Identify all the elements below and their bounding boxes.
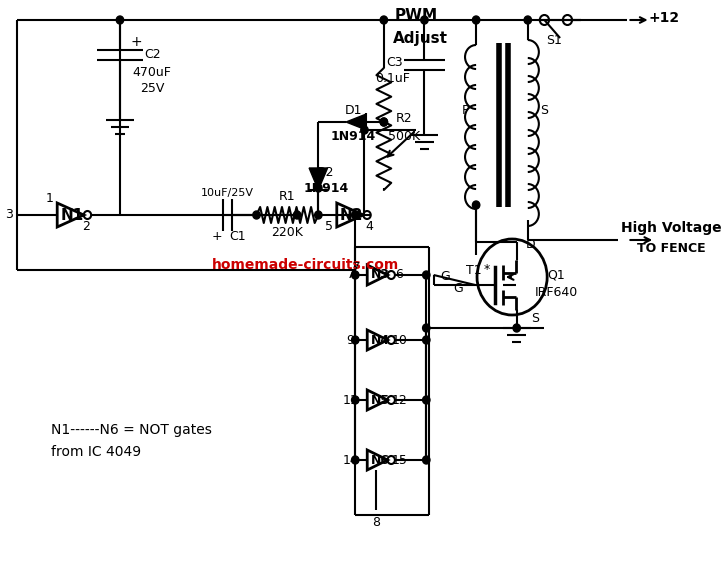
Polygon shape xyxy=(346,114,366,130)
Circle shape xyxy=(380,118,387,126)
Circle shape xyxy=(352,336,359,344)
Text: 7: 7 xyxy=(347,269,355,282)
Text: 12: 12 xyxy=(392,393,407,406)
Text: C2: C2 xyxy=(144,48,161,61)
Text: S: S xyxy=(541,103,549,116)
Text: T1: T1 xyxy=(466,264,482,277)
Text: 5: 5 xyxy=(325,220,333,233)
Text: 8: 8 xyxy=(373,515,381,528)
Text: S: S xyxy=(531,311,539,324)
Text: N1------N6 = NOT gates: N1------N6 = NOT gates xyxy=(50,423,212,437)
Circle shape xyxy=(352,271,359,279)
Circle shape xyxy=(472,16,479,24)
Text: from IC 4049: from IC 4049 xyxy=(50,445,141,459)
Circle shape xyxy=(524,16,531,24)
Text: Adjust: Adjust xyxy=(393,30,448,46)
Text: Q1: Q1 xyxy=(547,269,565,282)
Text: N4: N4 xyxy=(371,333,390,347)
Circle shape xyxy=(352,211,359,219)
Circle shape xyxy=(352,456,359,464)
Circle shape xyxy=(352,396,359,404)
Text: 2: 2 xyxy=(83,220,91,233)
Text: 4: 4 xyxy=(365,220,373,233)
Text: N3: N3 xyxy=(371,269,389,282)
Text: +12: +12 xyxy=(649,11,680,25)
Circle shape xyxy=(423,396,430,404)
Text: *: * xyxy=(484,264,490,277)
Circle shape xyxy=(293,211,301,219)
Text: N6: N6 xyxy=(371,454,389,466)
Text: P: P xyxy=(461,103,469,116)
Text: D2: D2 xyxy=(317,166,335,179)
Text: 6: 6 xyxy=(396,269,404,282)
Text: 3: 3 xyxy=(5,209,13,221)
Text: R1: R1 xyxy=(278,191,296,203)
Text: +: + xyxy=(131,35,142,49)
Text: 1N914: 1N914 xyxy=(331,129,376,143)
Text: 14: 14 xyxy=(342,454,358,466)
Text: D: D xyxy=(526,238,536,252)
Text: 500K: 500K xyxy=(388,129,420,143)
Circle shape xyxy=(360,126,368,134)
Circle shape xyxy=(472,201,479,209)
Text: IRF640: IRF640 xyxy=(535,287,578,300)
Text: PWM: PWM xyxy=(394,7,438,22)
Text: 15: 15 xyxy=(392,454,407,466)
Circle shape xyxy=(423,324,430,332)
Text: R2: R2 xyxy=(396,111,412,125)
Text: TO FENCE: TO FENCE xyxy=(637,242,706,255)
Text: 0.1uF: 0.1uF xyxy=(375,71,410,84)
Circle shape xyxy=(380,118,387,126)
Text: C1: C1 xyxy=(229,230,245,243)
Text: 220K: 220K xyxy=(271,226,303,239)
Text: 10uF/25V: 10uF/25V xyxy=(200,188,254,198)
Text: 1: 1 xyxy=(46,193,54,206)
Text: 11: 11 xyxy=(342,393,358,406)
Circle shape xyxy=(116,16,123,24)
Text: C3: C3 xyxy=(386,56,403,69)
Circle shape xyxy=(421,16,428,24)
Circle shape xyxy=(380,16,387,24)
Text: 1N914: 1N914 xyxy=(303,182,348,194)
Text: N2: N2 xyxy=(340,207,363,223)
Text: homemade-circuits.com: homemade-circuits.com xyxy=(212,258,399,272)
Text: High Voltage: High Voltage xyxy=(622,221,721,235)
Text: S1: S1 xyxy=(546,34,562,47)
Text: G: G xyxy=(454,282,464,294)
Circle shape xyxy=(314,184,322,192)
Text: 9: 9 xyxy=(347,333,355,347)
Text: 470uF: 470uF xyxy=(133,66,172,79)
Text: 25V: 25V xyxy=(140,81,164,94)
Text: 7: 7 xyxy=(352,262,359,272)
Circle shape xyxy=(423,456,430,464)
Circle shape xyxy=(314,211,322,219)
Circle shape xyxy=(423,336,430,344)
Circle shape xyxy=(513,324,521,332)
Polygon shape xyxy=(309,168,327,190)
Text: +: + xyxy=(211,230,222,243)
Text: N1: N1 xyxy=(61,207,84,223)
Text: N5: N5 xyxy=(371,393,390,406)
Circle shape xyxy=(423,271,430,279)
Text: D1: D1 xyxy=(345,103,362,116)
Text: 10: 10 xyxy=(392,333,407,347)
Circle shape xyxy=(253,211,260,219)
Text: G: G xyxy=(440,270,450,283)
